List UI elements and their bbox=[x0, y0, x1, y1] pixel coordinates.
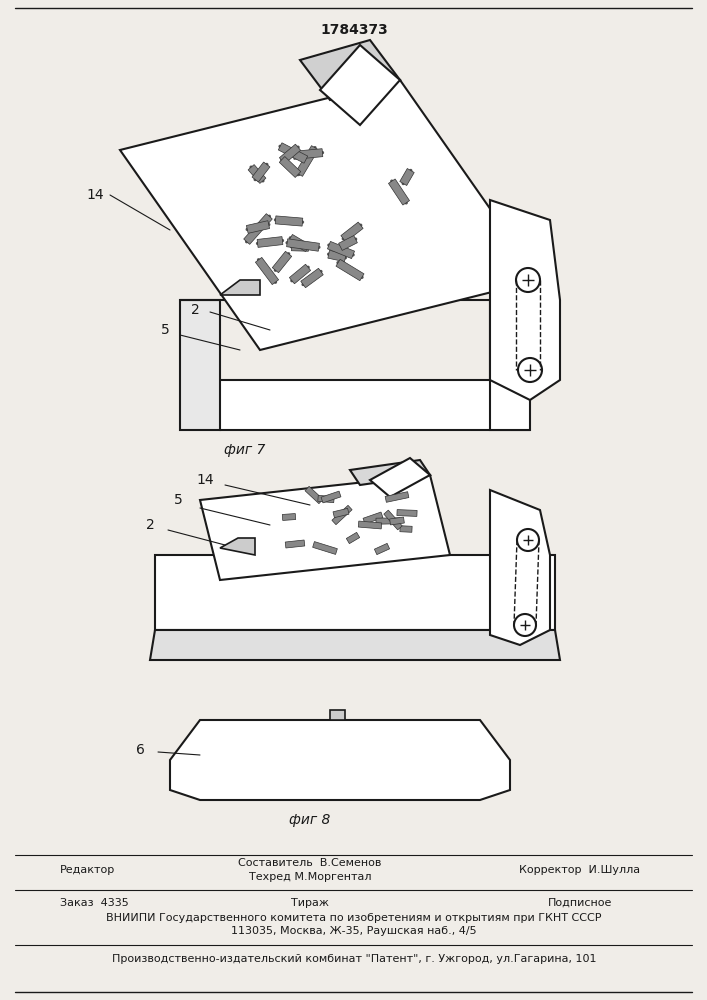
Text: Редактор: Редактор bbox=[60, 865, 115, 875]
Polygon shape bbox=[490, 200, 560, 400]
Polygon shape bbox=[376, 518, 400, 524]
Polygon shape bbox=[220, 538, 255, 555]
Polygon shape bbox=[272, 251, 292, 273]
Polygon shape bbox=[200, 475, 450, 580]
Polygon shape bbox=[317, 495, 334, 503]
Polygon shape bbox=[279, 157, 300, 177]
Polygon shape bbox=[358, 521, 382, 529]
Polygon shape bbox=[363, 512, 383, 524]
Polygon shape bbox=[252, 162, 270, 182]
Polygon shape bbox=[300, 268, 323, 288]
Polygon shape bbox=[339, 236, 358, 250]
Polygon shape bbox=[370, 458, 430, 497]
Text: 6: 6 bbox=[136, 743, 144, 757]
Polygon shape bbox=[375, 543, 390, 555]
Polygon shape bbox=[150, 630, 560, 660]
Polygon shape bbox=[397, 510, 417, 516]
Polygon shape bbox=[279, 143, 308, 163]
Polygon shape bbox=[220, 280, 260, 295]
Text: 2: 2 bbox=[191, 303, 199, 317]
Polygon shape bbox=[279, 144, 300, 164]
Polygon shape bbox=[333, 508, 349, 518]
Text: Корректор  И.Шулла: Корректор И.Шулла bbox=[520, 865, 641, 875]
Polygon shape bbox=[312, 542, 337, 554]
Text: Тираж: Тираж bbox=[291, 898, 329, 908]
Polygon shape bbox=[282, 514, 296, 520]
Polygon shape bbox=[332, 505, 352, 525]
Polygon shape bbox=[321, 491, 341, 503]
Polygon shape bbox=[388, 179, 409, 205]
Polygon shape bbox=[257, 237, 283, 247]
Polygon shape bbox=[490, 490, 550, 645]
Text: 1784373: 1784373 bbox=[320, 23, 388, 37]
Polygon shape bbox=[120, 80, 540, 350]
Polygon shape bbox=[289, 264, 310, 284]
Polygon shape bbox=[155, 555, 555, 630]
Polygon shape bbox=[328, 250, 346, 262]
Polygon shape bbox=[300, 40, 400, 100]
Polygon shape bbox=[170, 720, 510, 800]
Polygon shape bbox=[400, 526, 412, 532]
Polygon shape bbox=[390, 517, 404, 525]
Polygon shape bbox=[293, 149, 323, 159]
Polygon shape bbox=[180, 300, 220, 430]
Polygon shape bbox=[180, 380, 530, 430]
Polygon shape bbox=[327, 241, 354, 259]
Text: ВНИИПИ Государственного комитета по изобретениям и открытиям при ГКНТ СССР: ВНИИПИ Государственного комитета по изоб… bbox=[106, 913, 602, 923]
Polygon shape bbox=[330, 710, 345, 720]
Text: Техред М.Моргентал: Техред М.Моргентал bbox=[249, 872, 371, 882]
Polygon shape bbox=[275, 216, 303, 226]
Text: 113035, Москва, Ж-35, Раушская наб., 4/5: 113035, Москва, Ж-35, Раушская наб., 4/5 bbox=[231, 926, 477, 936]
Text: 14: 14 bbox=[196, 473, 214, 487]
Polygon shape bbox=[296, 146, 318, 176]
Text: фиг 8: фиг 8 bbox=[289, 813, 331, 827]
Text: Подписное: Подписное bbox=[548, 898, 612, 908]
Polygon shape bbox=[385, 492, 409, 502]
Polygon shape bbox=[350, 460, 430, 485]
Text: 5: 5 bbox=[174, 493, 182, 507]
Polygon shape bbox=[285, 540, 305, 548]
Polygon shape bbox=[305, 486, 323, 504]
Polygon shape bbox=[255, 257, 279, 285]
Polygon shape bbox=[291, 243, 309, 251]
Text: фиг 7: фиг 7 bbox=[224, 443, 266, 457]
Polygon shape bbox=[286, 239, 320, 251]
Text: 14: 14 bbox=[86, 188, 104, 202]
Text: 2: 2 bbox=[146, 518, 154, 532]
Polygon shape bbox=[320, 45, 400, 125]
Polygon shape bbox=[490, 300, 530, 430]
Text: Заказ  4335: Заказ 4335 bbox=[60, 898, 129, 908]
Polygon shape bbox=[346, 532, 360, 544]
Polygon shape bbox=[247, 221, 269, 233]
Text: Производственно-издательский комбинат "Патент", г. Ужгород, ул.Гагарина, 101: Производственно-издательский комбинат "П… bbox=[112, 954, 596, 964]
Polygon shape bbox=[399, 169, 414, 185]
Polygon shape bbox=[288, 234, 310, 252]
Polygon shape bbox=[336, 259, 364, 281]
Text: Составитель  В.Семенов: Составитель В.Семенов bbox=[238, 858, 382, 868]
Polygon shape bbox=[384, 510, 402, 530]
Polygon shape bbox=[244, 214, 272, 244]
Polygon shape bbox=[341, 222, 363, 242]
Text: 5: 5 bbox=[160, 323, 170, 337]
Polygon shape bbox=[248, 165, 266, 183]
